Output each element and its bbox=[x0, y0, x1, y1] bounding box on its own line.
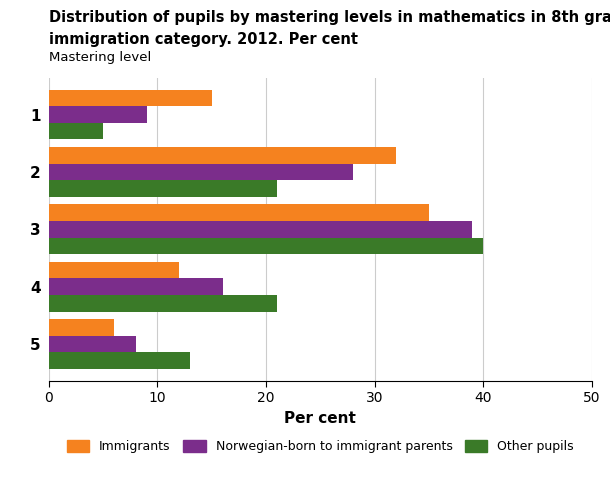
Text: immigration category. 2012. Per cent: immigration category. 2012. Per cent bbox=[49, 32, 358, 47]
Bar bbox=[49, 180, 277, 197]
Text: Distribution of pupils by mastering levels in mathematics in 8th grade, by: Distribution of pupils by mastering leve… bbox=[49, 10, 610, 25]
Bar bbox=[49, 238, 483, 254]
Bar bbox=[49, 147, 397, 163]
Bar bbox=[49, 221, 472, 238]
Bar bbox=[49, 90, 212, 106]
Bar bbox=[49, 352, 190, 369]
Bar bbox=[49, 163, 353, 180]
Bar bbox=[49, 319, 114, 336]
Bar bbox=[49, 336, 135, 352]
Bar bbox=[49, 279, 223, 295]
Bar bbox=[49, 295, 277, 312]
Text: Mastering level: Mastering level bbox=[49, 51, 151, 64]
Legend: Immigrants, Norwegian-born to immigrant parents, Other pupils: Immigrants, Norwegian-born to immigrant … bbox=[62, 435, 579, 458]
Bar bbox=[49, 106, 146, 123]
Bar bbox=[49, 262, 179, 279]
Bar bbox=[49, 204, 429, 221]
X-axis label: Per cent: Per cent bbox=[284, 410, 356, 426]
Bar bbox=[49, 123, 103, 140]
